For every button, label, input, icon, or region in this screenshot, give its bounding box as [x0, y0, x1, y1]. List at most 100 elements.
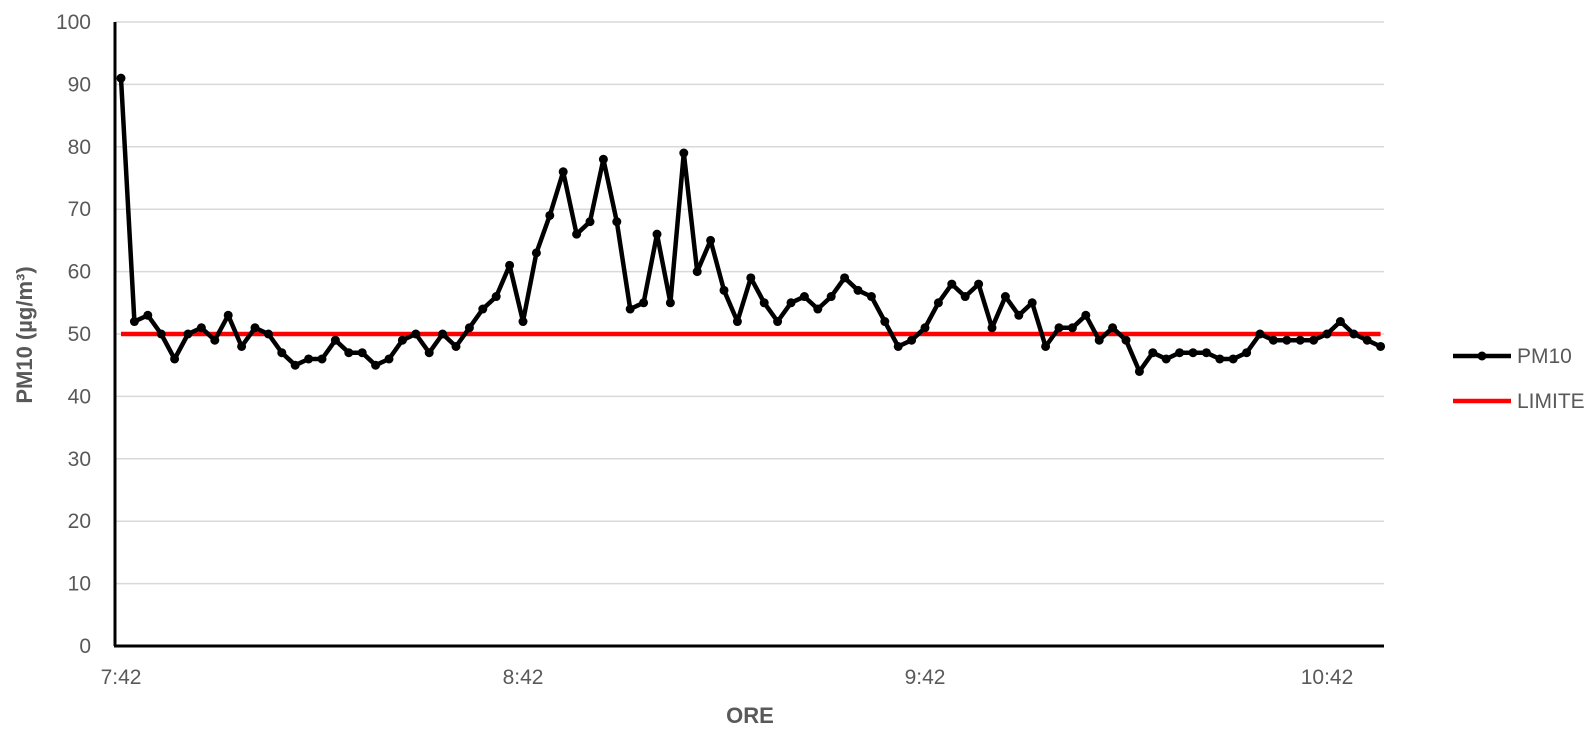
pm10-point-73 — [1094, 335, 1104, 345]
y-tick-label-50: 50 — [68, 323, 91, 346]
pm10-point-11 — [263, 329, 273, 339]
pm10-point-5 — [183, 329, 193, 339]
pm10-point-72 — [1081, 310, 1091, 320]
pm10-point-29 — [505, 260, 515, 270]
pm10-point-20 — [384, 354, 394, 364]
axes — [113, 22, 1384, 648]
pm10-point-64 — [974, 279, 984, 289]
pm10-point-75 — [1121, 335, 1131, 345]
pm10-point-10 — [250, 323, 260, 333]
y-tick-label-40: 40 — [68, 385, 91, 408]
pm10-point-27 — [478, 304, 488, 314]
pm10-point-94 — [1376, 341, 1386, 351]
pm10-point-22 — [411, 329, 421, 339]
legend-marker-pm10 — [1477, 351, 1487, 361]
pm10-point-8 — [223, 310, 233, 320]
pm10-point-50 — [786, 298, 796, 308]
pm10-point-42 — [679, 148, 689, 158]
pm10-point-39 — [639, 298, 649, 308]
y-tick-label-100: 100 — [56, 11, 91, 34]
pm10-point-0 — [116, 73, 126, 83]
pm10-point-66 — [1000, 292, 1010, 302]
pm10-point-81 — [1201, 348, 1211, 358]
pm10-point-3 — [156, 329, 166, 339]
pm10-point-65 — [987, 323, 997, 333]
pm10-point-37 — [612, 217, 622, 227]
pm10-point-60 — [920, 323, 930, 333]
pm10-point-13 — [290, 360, 300, 370]
y-tick-label-70: 70 — [68, 198, 91, 221]
legend: PM10 LIMITE — [1453, 345, 1585, 413]
pm10-point-84 — [1242, 348, 1252, 358]
pm10-point-88 — [1295, 335, 1305, 345]
pm10-point-87 — [1282, 335, 1292, 345]
pm10-point-31 — [531, 248, 541, 258]
pm10-point-58 — [893, 341, 903, 351]
x-axis-title: ORE — [726, 703, 774, 728]
pm10-point-57 — [880, 317, 890, 327]
pm10-point-63 — [960, 292, 970, 302]
pm10-point-44 — [706, 235, 716, 245]
y-tick-label-0: 0 — [79, 635, 91, 658]
pm10-point-25 — [451, 341, 461, 351]
pm10-point-53 — [826, 292, 836, 302]
y-axis-title: PM10 (µg/m³) — [12, 266, 37, 403]
pm10-point-55 — [853, 285, 863, 295]
x-tick-label-2: 9:42 — [905, 666, 946, 689]
pm10-point-80 — [1188, 348, 1198, 358]
pm10-point-70 — [1054, 323, 1064, 333]
pm10-point-28 — [491, 292, 501, 302]
pm10-point-14 — [304, 354, 314, 364]
pm10-point-48 — [759, 298, 769, 308]
pm10-point-83 — [1228, 354, 1238, 364]
pm10-point-47 — [746, 273, 756, 283]
pm10-point-54 — [840, 273, 850, 283]
pm10-point-21 — [397, 335, 407, 345]
y-tick-label-80: 80 — [68, 136, 91, 159]
y-tick-label-60: 60 — [68, 261, 91, 284]
pm10-point-61 — [933, 298, 943, 308]
pm10-point-56 — [866, 292, 876, 302]
pm10-point-9 — [237, 341, 247, 351]
pm10-point-6 — [196, 323, 206, 333]
pm10-point-41 — [665, 298, 675, 308]
pm10-point-74 — [1108, 323, 1118, 333]
legend-item-pm10: PM10 — [1453, 345, 1572, 368]
y-tick-label-90: 90 — [68, 73, 91, 96]
pm10-line — [118, 78, 1382, 374]
pm10-point-26 — [464, 323, 474, 333]
x-tick-labels: 7:42 8:42 9:42 10:42 — [101, 666, 1354, 689]
pm10-point-82 — [1215, 354, 1225, 364]
pm10-point-18 — [357, 348, 367, 358]
pm10-point-23 — [424, 348, 434, 358]
pm10-point-86 — [1268, 335, 1278, 345]
pm10-point-35 — [585, 217, 595, 227]
legend-label-pm10: PM10 — [1517, 345, 1572, 368]
pm10-point-12 — [277, 348, 287, 358]
series-pm10 — [116, 73, 1386, 376]
legend-label-limite: LIMITE — [1517, 390, 1585, 413]
pm10-point-51 — [799, 292, 809, 302]
pm10-point-62 — [947, 279, 957, 289]
gridlines — [115, 21, 1384, 585]
pm10-point-79 — [1175, 348, 1185, 358]
pm10-point-34 — [572, 229, 582, 239]
pm10-point-89 — [1309, 335, 1319, 345]
pm10-point-33 — [558, 167, 568, 177]
pm10-point-24 — [438, 329, 448, 339]
pm10-point-30 — [518, 317, 528, 327]
y-tick-label-30: 30 — [68, 448, 91, 471]
pm10-point-71 — [1067, 323, 1077, 333]
pm10-point-52 — [813, 304, 823, 314]
pm10-point-7 — [210, 335, 220, 345]
x-tick-label-0: 7:42 — [101, 666, 142, 689]
pm10-point-2 — [143, 310, 153, 320]
pm10-point-32 — [545, 210, 555, 220]
pm10-point-59 — [907, 335, 917, 345]
pm10-point-17 — [344, 348, 354, 358]
pm10-point-1 — [129, 317, 139, 327]
pm10-point-69 — [1041, 341, 1051, 351]
y-tick-label-20: 20 — [68, 510, 91, 533]
pm10-point-92 — [1349, 329, 1359, 339]
